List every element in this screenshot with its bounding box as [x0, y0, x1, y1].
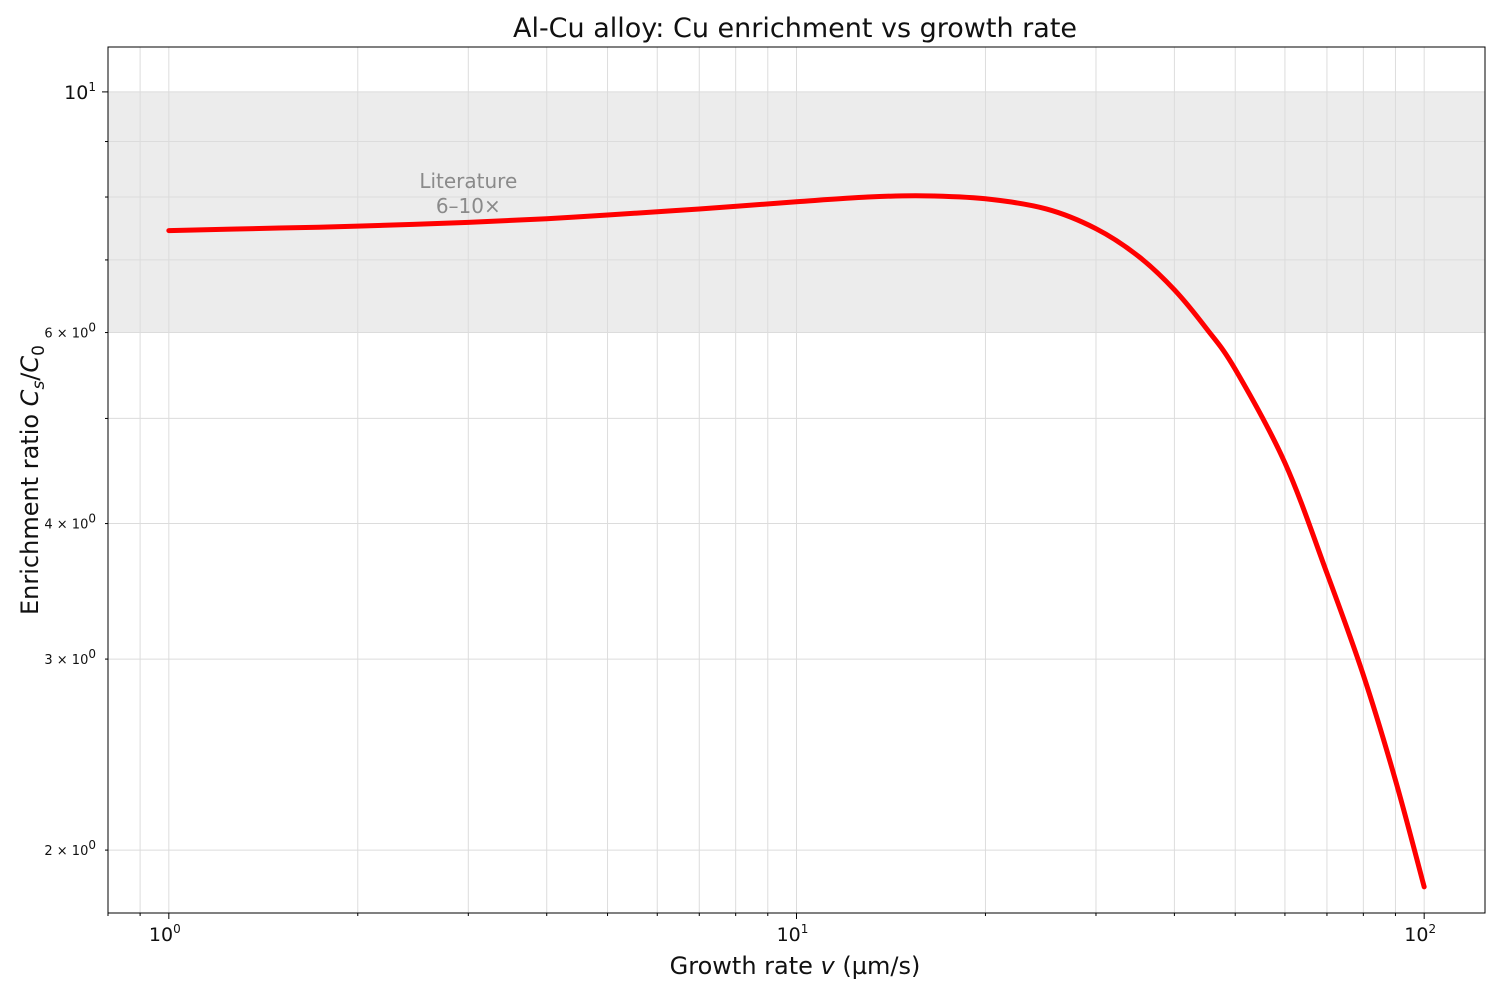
y-tick-label: 101 — [64, 80, 96, 104]
y-axis-label: Enrichment ratio Cs/C0 — [16, 345, 49, 615]
x-tick-label: 100 — [149, 922, 181, 946]
x-tick-label: 101 — [777, 922, 809, 946]
x-axis-label: Growth rate v (µm/s) — [670, 952, 921, 980]
y-tick-label: 6 × 100 — [44, 321, 96, 342]
annotation-text: Literature — [419, 169, 517, 193]
series-line-0 — [166, 193, 1427, 890]
plot-frame — [107, 46, 1486, 914]
annotation-text: 6–10× — [436, 194, 501, 218]
series-layer — [166, 193, 1427, 890]
x-tick-label: 102 — [1404, 922, 1436, 946]
chart-title: Al-Cu alloy: Cu enrichment vs growth rat… — [513, 13, 1077, 44]
y-tick-label: 3 × 100 — [44, 647, 96, 668]
y-tick-label: 2 × 100 — [44, 838, 96, 859]
tick-marks: 100 101 102 101 6 × 100 4 × 100 3 × 100 2 × 100 — [44, 80, 1436, 946]
grid-lines — [107, 47, 1485, 913]
y-tick-label: 4 × 100 — [44, 512, 96, 533]
